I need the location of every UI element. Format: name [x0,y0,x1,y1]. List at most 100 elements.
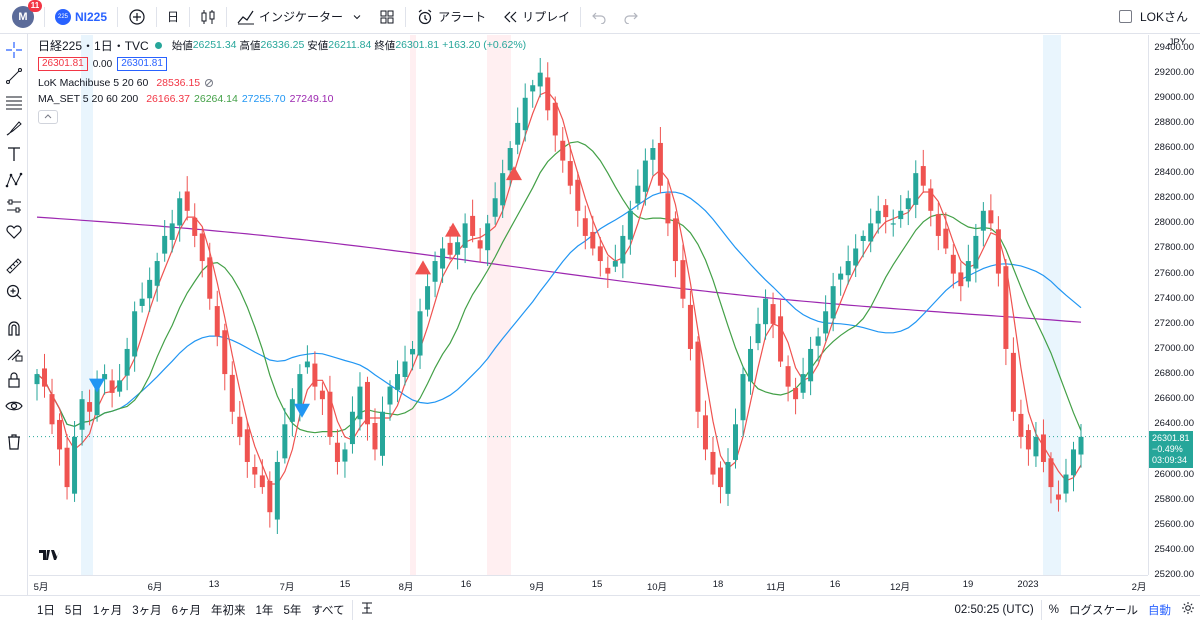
auto-scale-toggle[interactable]: 自動 [1148,604,1171,617]
indicator-row-1[interactable]: LoK Machibuse 5 20 60 28536.15 [38,75,529,91]
candle-body [793,387,799,400]
interval-button[interactable]: 日 [159,0,187,34]
ruler-icon[interactable] [4,256,24,276]
candle-body [620,235,626,264]
percent-toggle[interactable]: % [1048,603,1059,616]
replay-label: リプレイ [522,10,571,24]
forecast-icon[interactable] [4,196,24,216]
time-tick-label: 9月 [529,582,545,593]
add-symbol-button[interactable] [120,0,154,34]
heart-icon[interactable] [4,222,24,242]
trash-icon[interactable] [4,432,24,452]
candle-body [1078,436,1084,455]
chart-style-button[interactable] [192,0,224,34]
candle-body [297,374,303,407]
legend-collapse-row [38,107,529,127]
range-3m[interactable]: 3ヶ月 [132,604,162,617]
signal-markers [89,166,522,418]
candle-body [748,348,754,382]
undo-button[interactable] [583,0,615,34]
candle-body [883,205,889,218]
candle-body [627,210,633,240]
text-icon[interactable] [4,144,24,164]
range-1y[interactable]: 1年 [255,604,274,617]
legend-title[interactable]: 日経225・1日・TVC [38,38,149,53]
indicator-fx-icon [237,10,255,24]
indicators-button[interactable]: インジケーター [229,0,371,34]
avatar[interactable]: M 11 [12,0,42,28]
market-status-icon [154,41,162,49]
candle-body [214,306,220,337]
candle-body [410,348,416,355]
indicator-name: LoK Machibuse 5 20 60 [38,77,149,89]
candle-body [42,368,48,387]
settings-button[interactable] [1176,601,1200,618]
range-ytd[interactable]: 年初来 [211,604,246,617]
range-1m[interactable]: 1ヶ月 [92,604,123,617]
candle-body [800,374,806,393]
eye-icon[interactable] [4,396,24,416]
sell-button[interactable]: 26301.81 [38,57,88,71]
price-tick-label: 26400.00 [1154,418,1194,430]
candle-body [79,399,85,430]
lock-drawing-icon[interactable] [4,344,24,364]
low-key: 安値 [307,39,329,52]
candle-body [267,480,273,513]
crosshair-icon[interactable] [4,40,24,60]
layout-button[interactable] [371,0,403,34]
candle-body [898,210,904,220]
buy-button[interactable]: 26301.81 [117,57,167,71]
magnet-icon[interactable] [4,318,24,338]
trend-line-icon[interactable] [4,66,24,86]
horizontal-lines-icon[interactable] [4,92,24,112]
hidden-eye-icon[interactable] [204,78,214,88]
timezone-button[interactable]: 02:50:25 (UTC) [954,603,1034,616]
candle-body [642,160,648,192]
range-5d[interactable]: 5日 [64,604,83,617]
candle-body [64,447,70,488]
redo-button[interactable] [615,0,647,34]
goto-date-button[interactable] [355,601,379,618]
separator [189,6,191,27]
account-button[interactable]: M 11 [0,0,42,34]
range-all[interactable]: すべて [311,604,345,617]
checkbox[interactable] [1118,10,1132,23]
price-tick-label: 25600.00 [1154,518,1194,530]
price-chart[interactable] [29,35,1148,575]
candle-body [387,386,393,405]
username: LOKさん [1139,10,1188,24]
price-axis[interactable]: JPY 29400.00 29200.00 29000.00 28800.00 2860… [1148,35,1200,580]
range-1d[interactable]: 1日 [37,604,55,617]
lock-icon[interactable] [4,370,24,390]
range-6m[interactable]: 6ヶ月 [171,604,202,617]
replay-button[interactable]: リプレイ [494,0,578,34]
candle-body [57,419,63,450]
time-tick-label: 7月 [279,582,295,593]
user-menu[interactable]: LOKさん [1118,8,1200,25]
symbol-search-button[interactable]: 225 NI225 [47,0,115,34]
time-axis[interactable]: 5月 6月 13 7月 15 8月 16 9月 15 10月 18 11月 16 12月 19 2023 2月 [29,575,1148,593]
tradingview-logo[interactable] [38,548,60,565]
zoom-in-icon[interactable] [4,282,24,302]
separator [226,6,228,27]
collapse-legend-button[interactable] [38,110,58,124]
alert-label: アラート [438,10,487,24]
range-5y[interactable]: 5年 [283,604,302,617]
alert-button[interactable]: アラート [408,0,494,34]
brush-icon[interactable] [4,118,24,138]
log-scale-toggle[interactable]: ログスケール [1069,604,1138,617]
pattern-icon[interactable] [4,170,24,190]
open-key: 始値 [171,39,193,52]
separator [405,6,407,27]
price-tick-label: 26800.00 [1154,368,1194,380]
ma20-value: 26264.14 [194,93,238,105]
candle-body [838,273,844,280]
candle-body [312,363,318,387]
high-value: 26336.25 [260,39,305,51]
candle-body [1010,352,1016,412]
highlight-zone [410,35,416,575]
candle-body [147,279,153,299]
indicator-row-2[interactable]: MA_SET 5 20 60 200 26166.37 26264.14 272… [38,91,529,107]
replay-icon [504,11,517,22]
candle-body [500,173,506,206]
